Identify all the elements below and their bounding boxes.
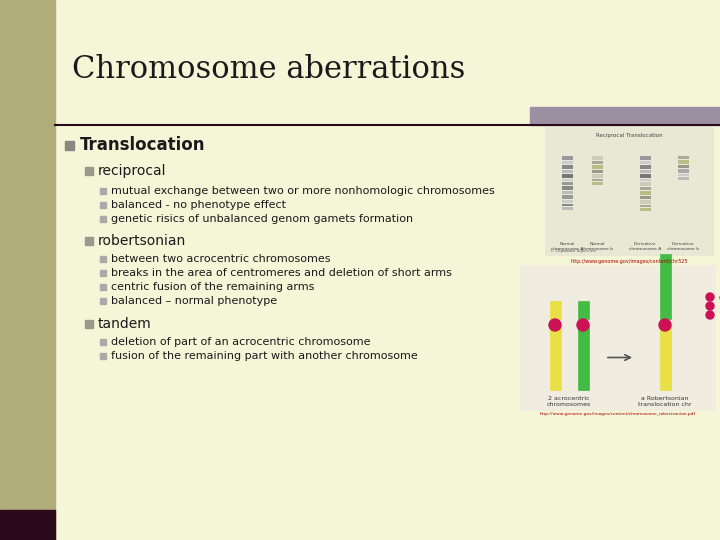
Bar [562, 206, 573, 210]
Bar [678, 159, 689, 164]
Text: http://www.genome.gov/images/content/chr525: http://www.genome.gov/images/content/chr… [570, 259, 688, 264]
Text: reciprocal: reciprocal [98, 164, 166, 178]
Bar [592, 173, 603, 178]
Bar [562, 170, 573, 173]
Text: a Robertsonian
translocation chr: a Robertsonian translocation chr [638, 396, 692, 407]
Text: fusion of the remaining part with another chromosome: fusion of the remaining part with anothe… [111, 351, 418, 361]
Text: breaks in the area of centromeres and deletion of short arms: breaks in the area of centromeres and de… [111, 268, 452, 278]
Bar [640, 170, 651, 173]
Bar [0, 510, 55, 540]
Bar [530, 107, 720, 125]
Bar [100, 256, 106, 262]
Bar [578, 301, 589, 319]
Bar [562, 186, 573, 190]
Bar [100, 298, 106, 304]
Bar [100, 270, 106, 276]
Bar [562, 204, 573, 206]
Bar [100, 284, 106, 290]
Bar [100, 202, 106, 208]
Text: Normal
chromosome b: Normal chromosome b [581, 242, 613, 251]
Bar [578, 325, 589, 390]
Bar [545, 127, 713, 255]
Bar [678, 177, 689, 180]
Bar [562, 179, 573, 181]
Bar [640, 195, 651, 199]
Bar [100, 188, 106, 194]
Bar [640, 186, 651, 190]
Text: Translocation: Translocation [80, 137, 205, 154]
Bar [65, 141, 74, 150]
Text: © Clipboard Topics Inc.: © Clipboard Topics Inc. [550, 249, 597, 253]
Bar [100, 339, 106, 345]
Bar [562, 156, 573, 160]
Text: Normal
chromosome A: Normal chromosome A [551, 242, 583, 251]
Bar [640, 173, 651, 178]
Bar [678, 165, 689, 168]
Text: balanced - no phenotype effect: balanced - no phenotype effect [111, 200, 286, 210]
Text: tandem: tandem [98, 317, 152, 331]
Bar [562, 181, 573, 185]
Bar [520, 265, 715, 410]
Bar [550, 301, 561, 319]
Text: genetic risics of unbalanced genom gamets formation: genetic risics of unbalanced genom gamet… [111, 214, 413, 224]
Bar [592, 165, 603, 169]
Bar [640, 165, 651, 169]
Circle shape [577, 319, 589, 331]
Bar [562, 165, 573, 169]
Bar [592, 181, 603, 185]
Circle shape [659, 319, 671, 331]
Text: balanced – normal phenotype: balanced – normal phenotype [111, 296, 277, 306]
Bar [640, 181, 651, 186]
Text: centric fusion of the remaining arms: centric fusion of the remaining arms [111, 282, 315, 292]
Bar [85, 237, 93, 245]
Text: 2 acrocentric
chromosomes: 2 acrocentric chromosomes [547, 396, 591, 407]
Text: between two acrocentric chromosomes: between two acrocentric chromosomes [111, 254, 330, 264]
Text: http://www.genome.gov/images/content/chromosome_robertsonian.pdf: http://www.genome.gov/images/content/chr… [539, 412, 696, 416]
Bar [640, 160, 651, 164]
Bar [592, 156, 603, 160]
Bar [640, 207, 651, 211]
Bar [562, 199, 573, 203]
Bar [660, 254, 671, 319]
Circle shape [706, 302, 714, 310]
Bar [678, 173, 689, 176]
Bar [550, 325, 561, 390]
Text: robertsonian: robertsonian [98, 234, 186, 248]
Bar [592, 160, 603, 164]
Text: Chromosome aberrations: Chromosome aberrations [72, 55, 465, 85]
Bar [640, 156, 651, 160]
Bar [592, 179, 603, 181]
Bar [640, 191, 651, 195]
Circle shape [549, 319, 561, 331]
Bar [592, 170, 603, 173]
Bar [562, 191, 573, 194]
Text: the short arms
(lost): the short arms (lost) [719, 295, 720, 306]
Bar [678, 168, 689, 173]
Bar [640, 199, 651, 204]
Circle shape [706, 293, 714, 301]
Bar [562, 173, 573, 178]
Bar [100, 353, 106, 359]
Circle shape [706, 311, 714, 319]
Bar [562, 160, 573, 164]
Bar [562, 194, 573, 199]
Bar [85, 167, 93, 175]
Text: Derivative
chromosome b: Derivative chromosome b [667, 242, 699, 251]
Text: Derivative
chromosome A: Derivative chromosome A [629, 242, 661, 251]
Bar [660, 325, 671, 390]
Bar [678, 156, 689, 159]
Bar [640, 179, 651, 181]
Text: Reciprocal Translocation: Reciprocal Translocation [595, 133, 662, 138]
Text: deletion of part of an acrocentric chromosome: deletion of part of an acrocentric chrom… [111, 337, 371, 347]
Text: mutual exchange between two or more nonhomologic chromosomes: mutual exchange between two or more nonh… [111, 186, 495, 196]
Bar [100, 216, 106, 222]
Bar [0, 0, 55, 540]
Bar [85, 320, 93, 328]
Bar [640, 205, 651, 207]
